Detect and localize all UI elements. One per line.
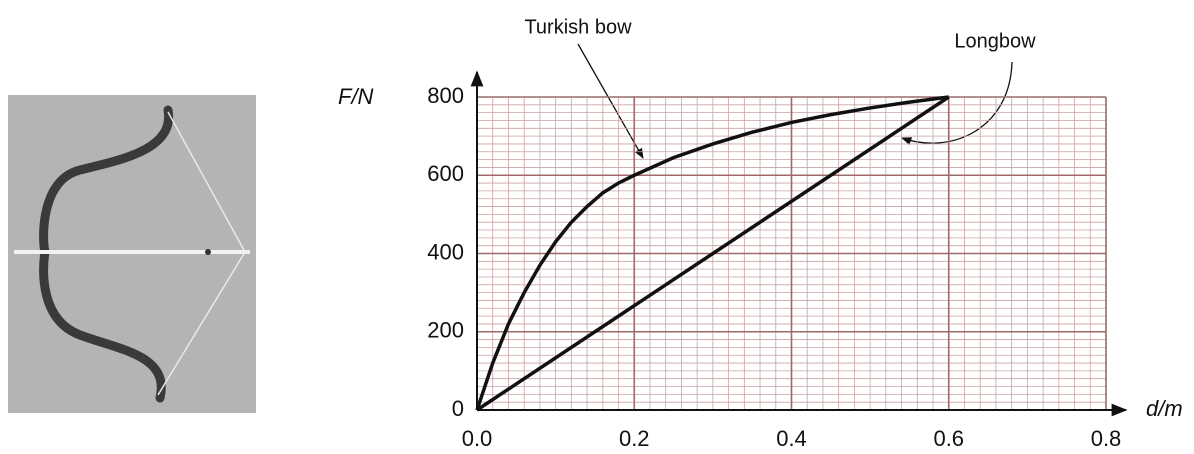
annotation: Longbow	[954, 30, 1036, 52]
plot: 0.0 0.2 0.4 0.6 0.8 0 200 400 600 800	[427, 72, 1126, 451]
x-tick-label: 0.6	[933, 426, 964, 451]
y-tick-label: 200	[427, 318, 464, 343]
page: Turkish bow Longbow F/N d/m 0.0 0.2 0.4 0.6…	[0, 0, 1194, 454]
bow-photo	[8, 95, 256, 413]
x-tick-label: 0.4	[776, 426, 807, 451]
annotation: Turkish bow	[524, 16, 632, 38]
annotation-arrow	[578, 44, 643, 158]
y-axis-label: F/N	[338, 84, 374, 109]
y-tick-label: 0	[452, 396, 464, 421]
y-tick-label: 600	[427, 161, 464, 186]
y-tick-label: 800	[427, 83, 464, 108]
x-tick-label: 0.2	[619, 426, 650, 451]
x-tick-label: 0.0	[462, 426, 493, 451]
x-axis-label: d/m	[1146, 396, 1183, 421]
y-tick-label: 400	[427, 239, 464, 264]
x-tick-label: 0.8	[1091, 426, 1122, 451]
